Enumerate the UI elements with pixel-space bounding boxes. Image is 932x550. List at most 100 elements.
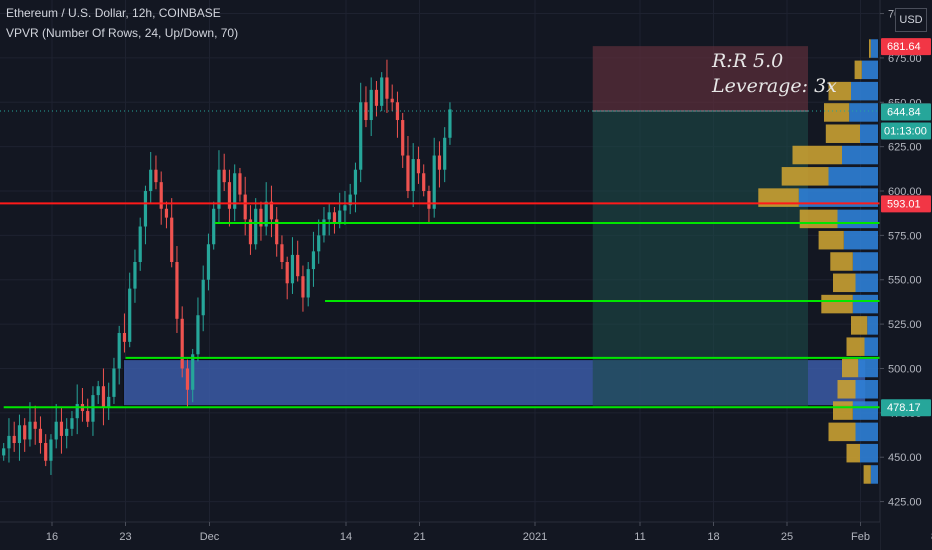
price-tick-label: 575.00 xyxy=(888,230,922,242)
rr-annotation[interactable]: R:R 5.0 xyxy=(712,50,784,72)
candle-body xyxy=(343,205,347,211)
candle-body xyxy=(411,159,415,192)
levels xyxy=(0,110,880,409)
volume-bar-down xyxy=(821,294,853,314)
time-tick-label: 25 xyxy=(781,531,793,543)
candle-body xyxy=(28,421,32,440)
volume-bar-down xyxy=(828,81,851,101)
candle-body xyxy=(259,208,263,227)
candle-body xyxy=(390,98,394,103)
candle-body xyxy=(217,169,221,209)
candle-body xyxy=(44,443,48,461)
candle-body xyxy=(227,182,232,209)
volume-bar-down xyxy=(758,188,799,207)
time-tick-label: 18 xyxy=(707,531,719,543)
volume-bar-down xyxy=(851,316,868,335)
price-label-box xyxy=(881,195,931,213)
candle-body xyxy=(395,102,400,121)
volume-bar-up xyxy=(842,145,878,165)
countdown-label: 01:13:00 xyxy=(884,125,927,137)
volume-bar-down xyxy=(818,230,844,250)
candle-body xyxy=(338,210,342,223)
candle-body xyxy=(443,137,447,170)
candle-body xyxy=(2,448,6,456)
price-tick-label: 500.00 xyxy=(888,363,922,375)
stop-loss-zone[interactable] xyxy=(592,46,808,112)
volume-bar-up xyxy=(855,380,878,399)
volume-bar-up xyxy=(860,443,878,463)
countdown-box xyxy=(881,122,931,140)
price-axis: 700.00675.00650.00625.00600.00575.00550.… xyxy=(879,0,932,550)
candle-body xyxy=(416,159,421,174)
candle-body xyxy=(54,421,58,440)
volume-bar-up xyxy=(860,124,878,143)
currency-button[interactable]: USD xyxy=(895,8,927,32)
price-label-box xyxy=(881,103,931,121)
volume-bar-up xyxy=(852,401,878,420)
price-tick-label: 600.00 xyxy=(888,186,922,198)
volume-bar-up xyxy=(837,209,878,229)
candle-body xyxy=(233,173,237,209)
candle-body xyxy=(385,77,389,99)
candle-body xyxy=(290,254,295,284)
volume-bar-up xyxy=(828,167,878,186)
candle-body xyxy=(170,217,174,262)
price-tick-label: 450.00 xyxy=(888,452,922,464)
price-tick-label: 625.00 xyxy=(888,142,922,154)
volume-bar-down xyxy=(833,273,856,293)
candle-body xyxy=(332,212,337,223)
candle-body xyxy=(107,396,111,408)
volume-bar-up xyxy=(852,294,878,314)
volume-bar-up xyxy=(858,358,878,378)
volume-bar-down xyxy=(863,465,871,484)
candle-body xyxy=(401,120,405,156)
candle-body xyxy=(91,395,95,422)
candle-body xyxy=(122,332,127,342)
candle-body xyxy=(317,235,321,252)
price-label-box xyxy=(881,38,931,56)
volume-bar-up xyxy=(855,422,878,442)
volume-bar-down xyxy=(792,145,842,165)
time-tick-label: 2021 xyxy=(523,531,547,543)
candle-body xyxy=(380,77,384,106)
candle-body xyxy=(238,173,242,195)
time-tick-label: 16 xyxy=(46,531,58,543)
volume-bar-down xyxy=(828,422,856,442)
symbol-legend[interactable]: Ethereum / U.S. Dollar, 12h, COINBASE xyxy=(6,6,221,20)
price-label: 644.84 xyxy=(887,106,921,118)
candle-body xyxy=(359,102,363,170)
candle-body xyxy=(75,403,79,419)
volume-bar-down xyxy=(830,252,853,271)
candle-body xyxy=(432,155,436,209)
candle-body xyxy=(327,212,331,220)
candle-body xyxy=(191,354,195,390)
price-axis-bg xyxy=(880,0,932,550)
candle-body xyxy=(164,208,169,218)
candle-body xyxy=(59,421,64,436)
volume-bar-up xyxy=(864,337,878,356)
candle-body xyxy=(17,425,22,444)
time-axis-bg xyxy=(0,522,880,550)
candle-body xyxy=(143,191,148,227)
volume-bar-down xyxy=(781,167,829,186)
candle-body xyxy=(296,254,300,277)
take-profit-zone[interactable] xyxy=(592,111,808,408)
volume-bar-down xyxy=(846,337,865,356)
leverage-annotation[interactable]: Leverage: 3x xyxy=(712,75,837,97)
candle-body xyxy=(65,428,69,436)
candle-body xyxy=(159,182,163,209)
indicator-legend[interactable]: VPVR (Number Of Rows, 24, Up/Down, 70) xyxy=(6,26,239,40)
candle-body xyxy=(96,386,100,396)
volume-bar-up xyxy=(870,465,878,484)
candle-body xyxy=(353,169,358,195)
time-tick-label: Feb xyxy=(851,531,870,543)
candle-body xyxy=(348,194,352,206)
volume-bar-down xyxy=(825,124,860,143)
volume-bar-down xyxy=(846,443,860,463)
volume-bar-down xyxy=(824,103,850,122)
candle-body xyxy=(117,332,121,369)
candle-body xyxy=(128,288,132,342)
candle-body xyxy=(322,219,326,236)
candle-body xyxy=(374,89,379,106)
